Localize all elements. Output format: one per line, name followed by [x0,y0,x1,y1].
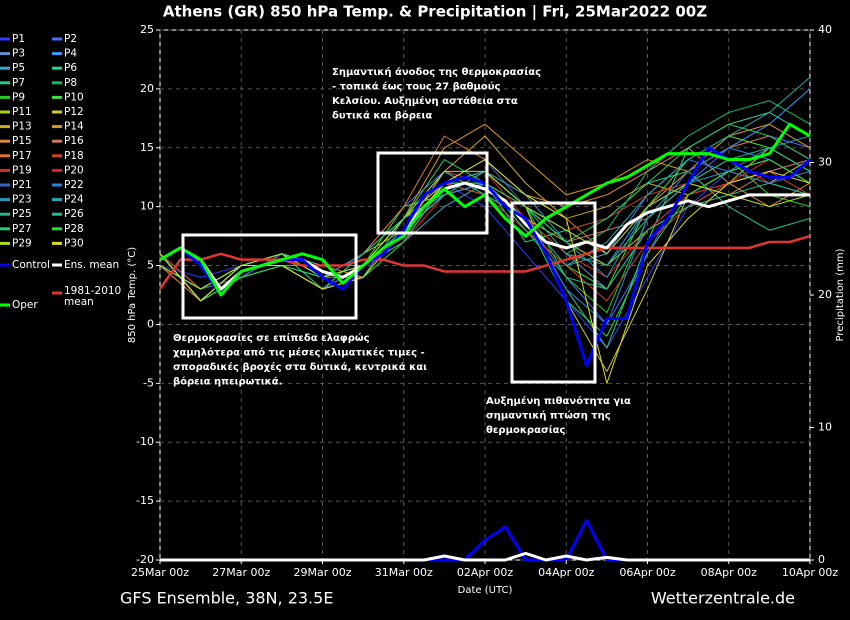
temp-line [158,234,811,290]
legend-label: P22 [64,179,84,191]
y-tick-label: -20 [136,553,154,566]
y2-tick-label: 10 [818,421,832,434]
annotation: Αυξημένη πιθανότητα για [486,395,631,407]
annotation: σποραδικές βροχές στα δυτικά, κεντρικά κ… [173,361,427,373]
legend-label: P12 [64,106,84,118]
legend-label: P14 [64,121,84,133]
legend-label: Control [12,259,50,271]
legend-label: P3 [12,48,25,60]
legend-label: P5 [12,62,25,74]
x-tick-label: 31Mar 00z [375,566,433,579]
precip-line [160,551,810,562]
legend-label: P17 [12,150,32,162]
y-tick-label: -15 [136,494,154,507]
y2-tick-label: 40 [818,23,832,36]
highlight-box [181,233,358,320]
y2-tick-label: 0 [818,553,825,566]
x-tick-label: 08Apr 00z [701,566,758,579]
annotation: - τοπικά έως τους 27 βαθμούς [332,81,501,93]
legend-label-box: 1981-2010 mean [64,286,122,308]
source-left: GFS Ensemble, 38N, 23.5E [120,589,333,608]
legend-label: Ens. mean [64,259,119,271]
highlight-box [510,201,597,384]
legend-label: P20 [64,164,84,176]
annotation: σημαντική πτώση της [486,410,611,422]
legend-label: P8 [64,77,77,89]
y-tick-label: -10 [136,435,154,448]
source-right: Wetterzentrale.de [651,589,795,608]
temp-line [159,122,811,297]
legend-label: P7 [12,77,25,89]
y-tick-label: 20 [140,82,154,95]
temp-line [159,170,811,290]
legend-label: P2 [64,33,77,45]
y2-tick-label: 20 [818,288,832,301]
x-tick-label: 06Apr 00z [619,566,676,579]
legend-label: P18 [64,150,84,162]
legend-label: P4 [64,48,77,60]
legend-label: P1 [12,33,25,45]
y-tick-label: 0 [147,317,154,330]
legend-label: P27 [12,223,32,235]
annotation: Θερμοκρασίες σε επίπεδα ελαφρώς [173,332,370,344]
y-tick-label: 15 [140,141,154,154]
x-tick-label: 25Mar 00z [131,566,189,579]
legend-label: P30 [64,237,84,249]
legend-label: P28 [64,223,84,235]
x-tick-label: 02Apr 00z [457,566,514,579]
annotation: θερμοκρασίας [486,424,566,436]
y2-tick-label: 30 [818,156,832,169]
y-axis-label: 850 hPa Temp. (°C) [127,247,138,343]
x-axis-label: Date (UTC) [458,585,513,596]
lines [158,29,811,562]
legend-label: P19 [12,164,32,176]
annotation: χαμηλότερα από τις μέσες κλιματικές τιμε… [173,347,425,359]
legend-label: P13 [12,121,32,133]
legend-label: P23 [12,194,32,206]
legend-label: P21 [12,179,32,191]
x-tick-label: 27Mar 00z [212,566,270,579]
legend-label: P26 [64,208,84,220]
annotation: δυτικά και βόρεια [332,110,432,122]
annotation: βόρεια ηπειρωτικά. [173,376,282,388]
legend-label: P6 [64,62,77,74]
legend-label: P29 [12,237,32,249]
legend-label: P24 [64,194,84,206]
x-tick-label: 10Apr 00z [782,566,839,579]
y-tick-label: 5 [147,259,154,272]
legend-label: P10 [64,91,84,103]
legend-label: 1981-2010 mean [64,286,122,308]
x-tick-label: 29Mar 00z [293,566,351,579]
legend-label: P15 [12,135,32,147]
temp-line [159,159,811,384]
y-tick-label: 25 [140,23,154,36]
legend-label: P11 [12,106,32,118]
annotation: Κελσίου. Αυξημένη αστάθεια στα [332,95,518,107]
legend-label: P16 [64,135,84,147]
legend-label: P25 [12,208,32,220]
legend-label: Oper [12,299,38,311]
x-tick-label: 04Apr 00z [538,566,595,579]
chart-title: Athens (GR) 850 hPa Temp. & Precipitatio… [163,3,707,22]
y2-axis-label: Precipitation (mm) [835,248,846,341]
legend-label: P9 [12,91,25,103]
annotation: Σημαντική άνοδος της θερμοκρασίας [332,66,541,78]
highlight-box [376,151,489,235]
y-tick-label: 10 [140,200,154,213]
y-tick-label: -5 [143,376,154,389]
